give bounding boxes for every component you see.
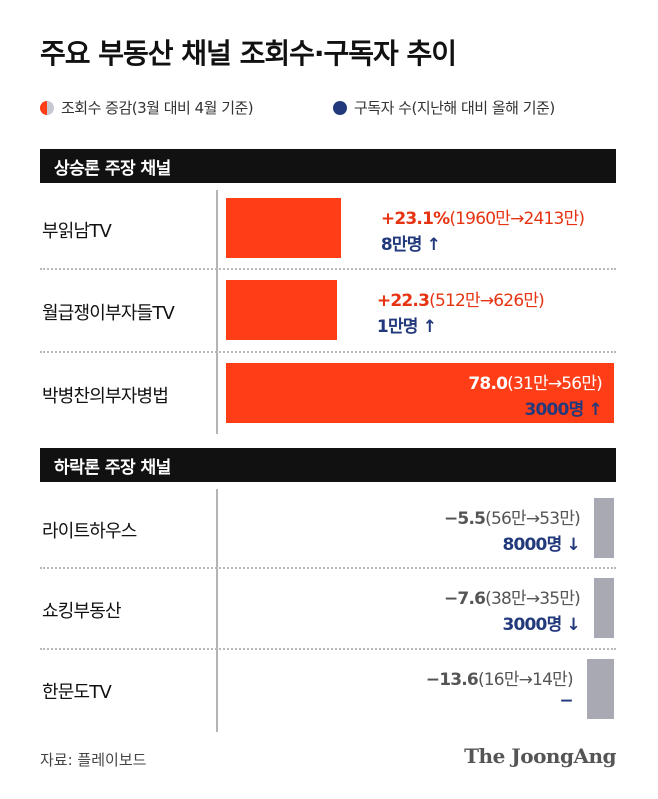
change-value: +23.1% <box>380 209 450 229</box>
section-header-up: 상승론 주장 채널 <box>40 149 616 183</box>
data-label: −5.5(56만→53만) <box>443 504 581 529</box>
data-label: −7.6(38만→35만) <box>443 584 581 609</box>
view-detail: (16만→14만) <box>477 670 574 690</box>
bar <box>226 198 341 258</box>
subscriber-change: 3000명 ↑ <box>524 400 602 420</box>
half-circle-icon <box>40 100 54 115</box>
channel-label: 월급쟁이부자들TV <box>42 303 175 324</box>
subscriber-change: 1만명 ↑ <box>376 317 437 337</box>
channel-label: 부읽남TV <box>42 221 112 242</box>
change-value: +22.3 <box>376 291 430 311</box>
legend-views-label: 조회수 증감(3월 대비 4월 기준) <box>61 99 254 117</box>
channel-label: 라이트하우스 <box>42 521 137 542</box>
chart-title: 주요 부동산 채널 조회수·구독자 추이 <box>40 37 457 70</box>
legend-views: 조회수 증감(3월 대비 4월 기준) <box>40 97 254 118</box>
view-detail: (56만→53만) <box>485 509 581 529</box>
bar <box>226 363 614 423</box>
bar <box>594 498 614 558</box>
axis-line-down <box>216 489 218 732</box>
subscriber-change: − <box>559 691 573 711</box>
view-detail: (38만→35만) <box>485 589 581 609</box>
change-value: −13.6 <box>425 670 479 690</box>
data-label: +23.1%(1960만→2413만) <box>380 204 585 229</box>
view-detail: (1960만→2413만) <box>449 209 585 229</box>
circle-icon <box>333 100 347 115</box>
row-divider <box>40 268 616 270</box>
legend-subscribers-label: 구독자 수(지난해 대비 올해 기준) <box>354 99 555 117</box>
data-label: +22.3(512만→626만) <box>376 286 545 311</box>
change-value: −7.6 <box>443 589 486 609</box>
source-note: 자료: 플레이보드 <box>40 751 147 769</box>
legend-subscribers: 구독자 수(지난해 대비 올해 기준) <box>333 97 555 118</box>
axis-line-up <box>216 190 218 434</box>
row-divider <box>40 351 616 353</box>
channel-label: 쇼킹부동산 <box>42 601 122 622</box>
data-label: 78.0(31만→56만) <box>468 369 602 394</box>
change-value: −5.5 <box>443 509 486 529</box>
subscriber-change: 8만명 ↑ <box>380 235 441 255</box>
section-header-down: 하락론 주장 채널 <box>40 448 616 482</box>
bar <box>226 280 337 340</box>
bar <box>594 578 614 638</box>
subscriber-change: 3000명 ↓ <box>502 615 580 635</box>
brand-logo: The JoongAng <box>464 744 616 768</box>
view-detail: (31만→56만) <box>507 374 603 394</box>
subscriber-change: 8000명 ↓ <box>502 535 580 555</box>
channel-label: 박병찬의부자병법 <box>42 386 169 407</box>
row-divider <box>40 648 616 650</box>
channel-label: 한문도TV <box>42 682 112 703</box>
row-divider <box>40 567 616 569</box>
data-label: −13.6(16만→14만) <box>425 665 574 690</box>
bar <box>586 659 614 719</box>
view-detail: (512만→626만) <box>429 291 545 311</box>
change-value: 78.0 <box>468 374 508 394</box>
